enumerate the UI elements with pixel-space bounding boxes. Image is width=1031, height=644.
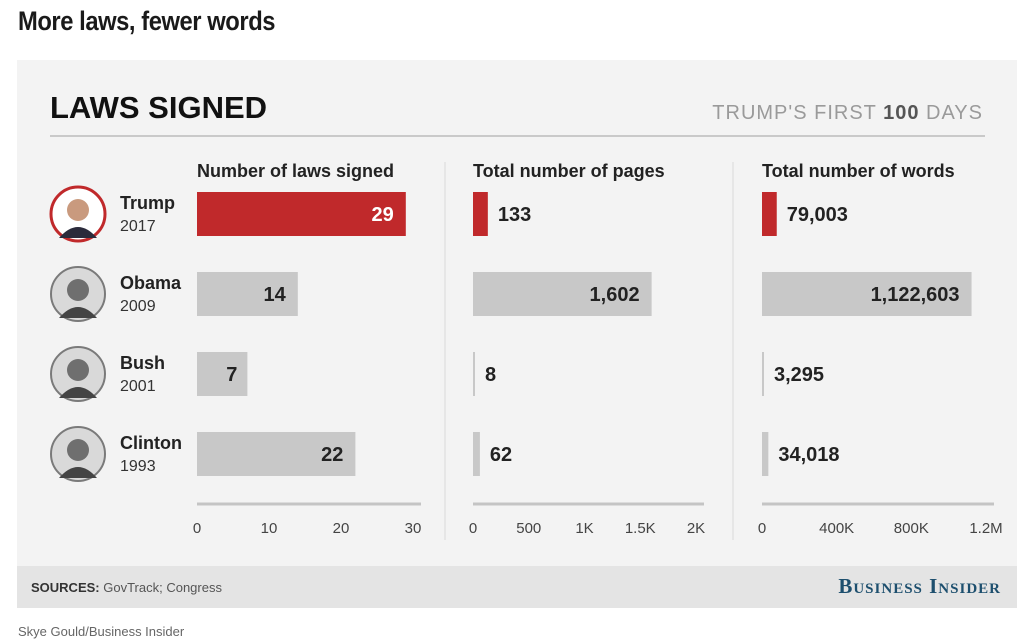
data-label: 133 xyxy=(498,204,531,226)
data-label: 7 xyxy=(226,364,237,386)
photo-credit: Skye Gould/Business Insider xyxy=(18,624,185,639)
x-tick-label: 10 xyxy=(261,520,278,537)
clinton-portrait-head xyxy=(67,439,89,461)
row-label-name: Clinton xyxy=(120,433,182,453)
data-label: 3,295 xyxy=(774,364,824,386)
data-label: 34,018 xyxy=(778,444,839,466)
row-label-year: 2017 xyxy=(120,218,156,235)
chart-subtitle: TRUMP'S FIRST 100 DAYS xyxy=(712,102,983,125)
sources-note: SOURCES: GovTrack; Congress xyxy=(31,580,222,595)
bush-portrait-head xyxy=(67,359,89,381)
data-label: 79,003 xyxy=(787,204,848,226)
x-tick-label: 1.5K xyxy=(625,520,656,537)
bar xyxy=(762,432,769,476)
bar xyxy=(473,192,488,236)
x-tick-label: 20 xyxy=(333,520,350,537)
row-label-year: 2001 xyxy=(120,378,156,395)
trump-portrait-head xyxy=(67,199,89,221)
x-tick-label: 1K xyxy=(575,520,593,537)
panel-title: Total number of words xyxy=(762,161,955,181)
x-tick-label: 1.2M xyxy=(969,520,1002,537)
footer-bar: SOURCES: GovTrack; Congress Business Ins… xyxy=(17,566,1017,608)
x-tick-label: 400K xyxy=(819,520,854,537)
x-tick-label: 0 xyxy=(193,520,201,537)
chart-card: LAWS SIGNED TRUMP'S FIRST 100 DAYS Trump… xyxy=(17,60,1017,608)
panel-title: Total number of pages xyxy=(473,161,665,181)
subtitle-number: 100 xyxy=(883,102,920,124)
trump-portrait-shoulders xyxy=(59,227,97,238)
chart-title: LAWS SIGNED xyxy=(50,90,268,125)
bar xyxy=(197,272,298,316)
data-label: 1,602 xyxy=(590,284,640,306)
data-label: 62 xyxy=(490,444,512,466)
sources-text: GovTrack; Congress xyxy=(99,580,222,595)
x-tick-label: 0 xyxy=(469,520,477,537)
data-label: 1,122,603 xyxy=(871,284,960,306)
clinton-portrait-shoulders xyxy=(59,467,97,478)
bar xyxy=(473,352,475,396)
headline: More laws, fewer words xyxy=(18,6,276,36)
x-tick-label: 500 xyxy=(516,520,541,537)
x-tick-label: 30 xyxy=(405,520,422,537)
x-tick-label: 0 xyxy=(758,520,766,537)
row-label-name: Bush xyxy=(120,353,165,373)
row-label-name: Trump xyxy=(120,193,175,213)
brand-logo[interactable]: Business Insider xyxy=(838,574,1001,598)
data-label: 22 xyxy=(321,444,343,466)
data-label: 14 xyxy=(264,284,287,306)
x-tick-label: 2K xyxy=(687,520,705,537)
sources-label: SOURCES: xyxy=(31,580,100,595)
title-divider xyxy=(50,135,985,137)
bar xyxy=(762,352,764,396)
bar xyxy=(197,352,248,396)
bush-portrait-shoulders xyxy=(59,387,97,398)
row-label-year: 2009 xyxy=(120,298,156,315)
row-label-year: 1993 xyxy=(120,458,156,475)
data-label: 29 xyxy=(372,204,394,226)
x-tick-label: 800K xyxy=(894,520,929,537)
bar xyxy=(762,272,972,316)
obama-portrait-shoulders xyxy=(59,307,97,318)
data-label: 8 xyxy=(485,364,496,386)
bar xyxy=(473,272,652,316)
bar xyxy=(762,192,777,236)
bar-chart: Trump 2017 Obama 2009 Bush 2001 Clinton 1993 Num… xyxy=(49,161,1003,540)
bar xyxy=(473,432,480,476)
row-label-name: Obama xyxy=(120,273,182,293)
subtitle-prefix: TRUMP'S FIRST xyxy=(712,102,884,124)
bar xyxy=(197,192,406,236)
subtitle-suffix: DAYS xyxy=(919,102,983,124)
obama-portrait-head xyxy=(67,279,89,301)
bar xyxy=(197,432,356,476)
panel-title: Number of laws signed xyxy=(197,161,394,181)
